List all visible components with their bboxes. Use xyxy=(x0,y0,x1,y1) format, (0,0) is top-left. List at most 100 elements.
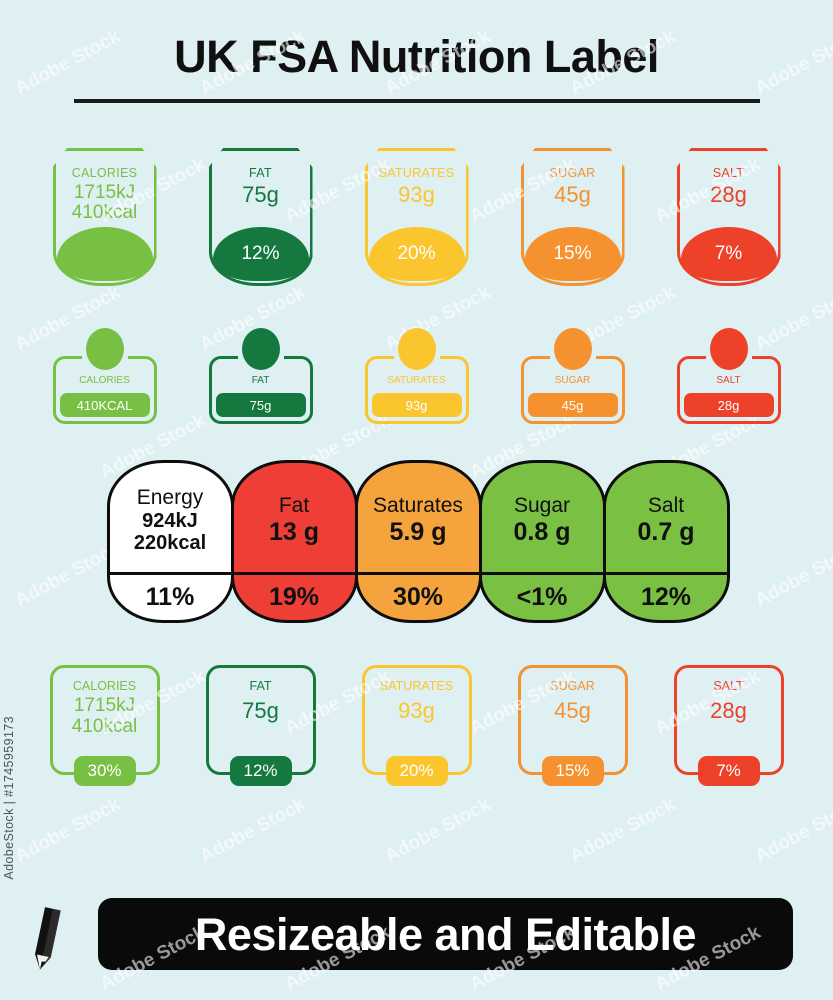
badge-nutrient-name: SATURATES xyxy=(387,375,446,386)
shield-nutrient-value: 28g xyxy=(710,182,747,207)
traffic-light-amount: 924kJ 220kcal xyxy=(133,509,207,555)
traffic-light-amount: 0.8 g xyxy=(513,518,571,547)
traffic-light-bottom: 30% xyxy=(357,572,479,620)
card-nutrient-name: SALT xyxy=(713,679,744,693)
watermark-tile: Adobe Stock xyxy=(11,794,125,868)
shield-label-row: CALORIES 1715kJ 410kcal FAT 75g 12% SATURATES 9… xyxy=(0,148,833,286)
card-label-fat: FAT 75g 12% xyxy=(205,665,316,786)
traffic-light-bottom: <1% xyxy=(481,572,603,620)
traffic-light-cell-sugar: Sugar 0.8 g <1% xyxy=(478,460,606,623)
shield-nutrient-name: SUGAR xyxy=(549,166,596,180)
badge-circle-icon xyxy=(553,328,592,370)
badge-value-pill: 28g xyxy=(683,393,774,417)
card-percent-value: 30% xyxy=(87,761,122,780)
shield-text-group: CALORIES 1715kJ 410kcal xyxy=(53,148,157,286)
banner-label: Resizeable and Editable xyxy=(194,908,697,960)
shield-percent-badge xyxy=(56,227,153,281)
shield-text-group: FAT 75g xyxy=(209,148,313,286)
circle-badge-calories: CALORIES 410KCAL xyxy=(52,328,157,424)
shield-outline xyxy=(520,148,625,286)
shield-nutrient-value: 75g xyxy=(242,182,279,207)
card-nutrient-value: 93g xyxy=(398,698,435,723)
traffic-light-percent: <1% xyxy=(516,583,568,611)
shield-label-sugar: SUGAR 45g 15% xyxy=(520,148,625,286)
traffic-light-top: Saturates 5.9 g xyxy=(358,463,479,572)
card-percent-value: 20% xyxy=(399,761,434,780)
badge-nutrient-value: 410KCAL xyxy=(76,397,133,413)
card-nutrient-value: 28g xyxy=(710,698,747,723)
watermark-tile: Adobe Stock xyxy=(566,794,680,868)
card-label-saturates: SATURATES 93g 20% xyxy=(361,665,472,786)
shield-outline xyxy=(676,148,781,286)
traffic-light-cell-fat: Fat 13 g 19% xyxy=(230,460,358,623)
badge-nutrient-value: 45g xyxy=(561,397,584,413)
traffic-light-percent: 12% xyxy=(640,583,692,611)
traffic-light-top: Sugar 0.8 g xyxy=(482,463,603,572)
card-label-row: CALORIES 1715kJ 410kcal 30% FAT 75g 12% SATURAT… xyxy=(0,665,833,786)
traffic-light-top: Fat 13 g xyxy=(234,463,355,572)
card-percent-pill: 15% xyxy=(541,756,604,786)
badge-value-pill: 45g xyxy=(527,393,618,417)
circle-badge-fat: FAT 75g xyxy=(208,328,313,424)
card-percent-value: 7% xyxy=(716,761,741,780)
shield-percent-badge: 12% xyxy=(212,227,309,281)
traffic-light-nutrient-label: Energy xyxy=(136,485,204,509)
traffic-light-bottom: 19% xyxy=(233,572,355,620)
shield-percent-badge: 7% xyxy=(680,227,777,281)
card-nutrient-value: 45g xyxy=(554,698,591,723)
badge-nutrient-value: 28g xyxy=(717,397,740,413)
badge-nutrient-value: 75g xyxy=(249,397,272,413)
shield-percent-value: 7% xyxy=(714,243,743,264)
card-percent-value: 15% xyxy=(555,761,590,780)
page-header: UK FSA Nutrition Label xyxy=(0,0,833,103)
badge-nutrient-name: FAT xyxy=(251,375,270,386)
traffic-light-cell-energy: Energy 924kJ 220kcal 11% xyxy=(106,460,234,623)
page-title: UK FSA Nutrition Label xyxy=(174,31,659,82)
card-percent-pill: 20% xyxy=(385,756,448,786)
pencil-icon xyxy=(24,906,86,978)
badge-nutrient-name: CALORIES xyxy=(79,375,130,386)
card-label-calories: CALORIES 1715kJ 410kcal 30% xyxy=(49,665,160,786)
card-nutrient-name: SATURATES xyxy=(379,679,454,693)
card-percent-pill: 30% xyxy=(73,756,136,786)
shield-label-calories: CALORIES 1715kJ 410kcal xyxy=(52,148,157,286)
traffic-light-amount: 13 g xyxy=(268,518,320,547)
shield-nutrient-name: FAT xyxy=(249,166,272,180)
watermark-tile: Adobe Stock xyxy=(196,794,310,868)
card-label-salt: SALT 28g 7% xyxy=(673,665,784,786)
traffic-light-nutrient-label: Saturates xyxy=(373,493,463,517)
watermark-tile: Adobe Stock xyxy=(751,794,833,868)
shield-percent-badge: 15% xyxy=(524,227,621,281)
shield-outline xyxy=(52,148,157,286)
footer-banner-area: Resizeable and Editable xyxy=(0,898,833,978)
card-nutrient-name: CALORIES xyxy=(72,679,137,693)
shield-label-fat: FAT 75g 12% xyxy=(208,148,313,286)
shield-percent-value: 15% xyxy=(553,243,592,264)
badge-nutrient-value: 93g xyxy=(405,397,428,413)
resizeable-editable-banner: Resizeable and Editable xyxy=(98,898,793,970)
shield-label-salt: SALT 28g 7% xyxy=(676,148,781,286)
shield-percent-value: 12% xyxy=(241,243,280,264)
shield-outline xyxy=(364,148,469,286)
card-nutrient-name: SUGAR xyxy=(550,679,595,693)
traffic-light-amount: 5.9 g xyxy=(389,518,447,547)
traffic-light-nutrient-label: Sugar xyxy=(513,493,571,517)
badge-nutrient-name: SALT xyxy=(716,375,741,386)
card-percent-value: 12% xyxy=(243,761,278,780)
shield-nutrient-value: 93g xyxy=(398,182,435,207)
badge-nutrient-name: SUGAR xyxy=(554,375,591,386)
circle-badge-saturates: SATURATES 93g xyxy=(364,328,469,424)
shield-text-group: SATURATES 93g xyxy=(365,148,469,286)
traffic-light-cell-saturates: Saturates 5.9 g 30% xyxy=(354,460,482,623)
badge-value-pill: 75g xyxy=(215,393,306,417)
traffic-light-panel: Energy 924kJ 220kcal 11% Fat 13 g 19% Saturates… xyxy=(0,460,833,623)
shield-outline xyxy=(208,148,313,286)
traffic-light-nutrient-label: Fat xyxy=(278,493,310,517)
stock-id-watermark: AdobeStock | #1745959173 xyxy=(2,716,16,880)
badge-circle-icon xyxy=(241,328,280,370)
badge-circle-icon xyxy=(709,328,748,370)
card-nutrient-value: 75g xyxy=(242,698,279,723)
card-percent-pill: 7% xyxy=(697,756,760,786)
circle-badge-salt: SALT 28g xyxy=(676,328,781,424)
shield-nutrient-value: 45g xyxy=(554,182,591,207)
